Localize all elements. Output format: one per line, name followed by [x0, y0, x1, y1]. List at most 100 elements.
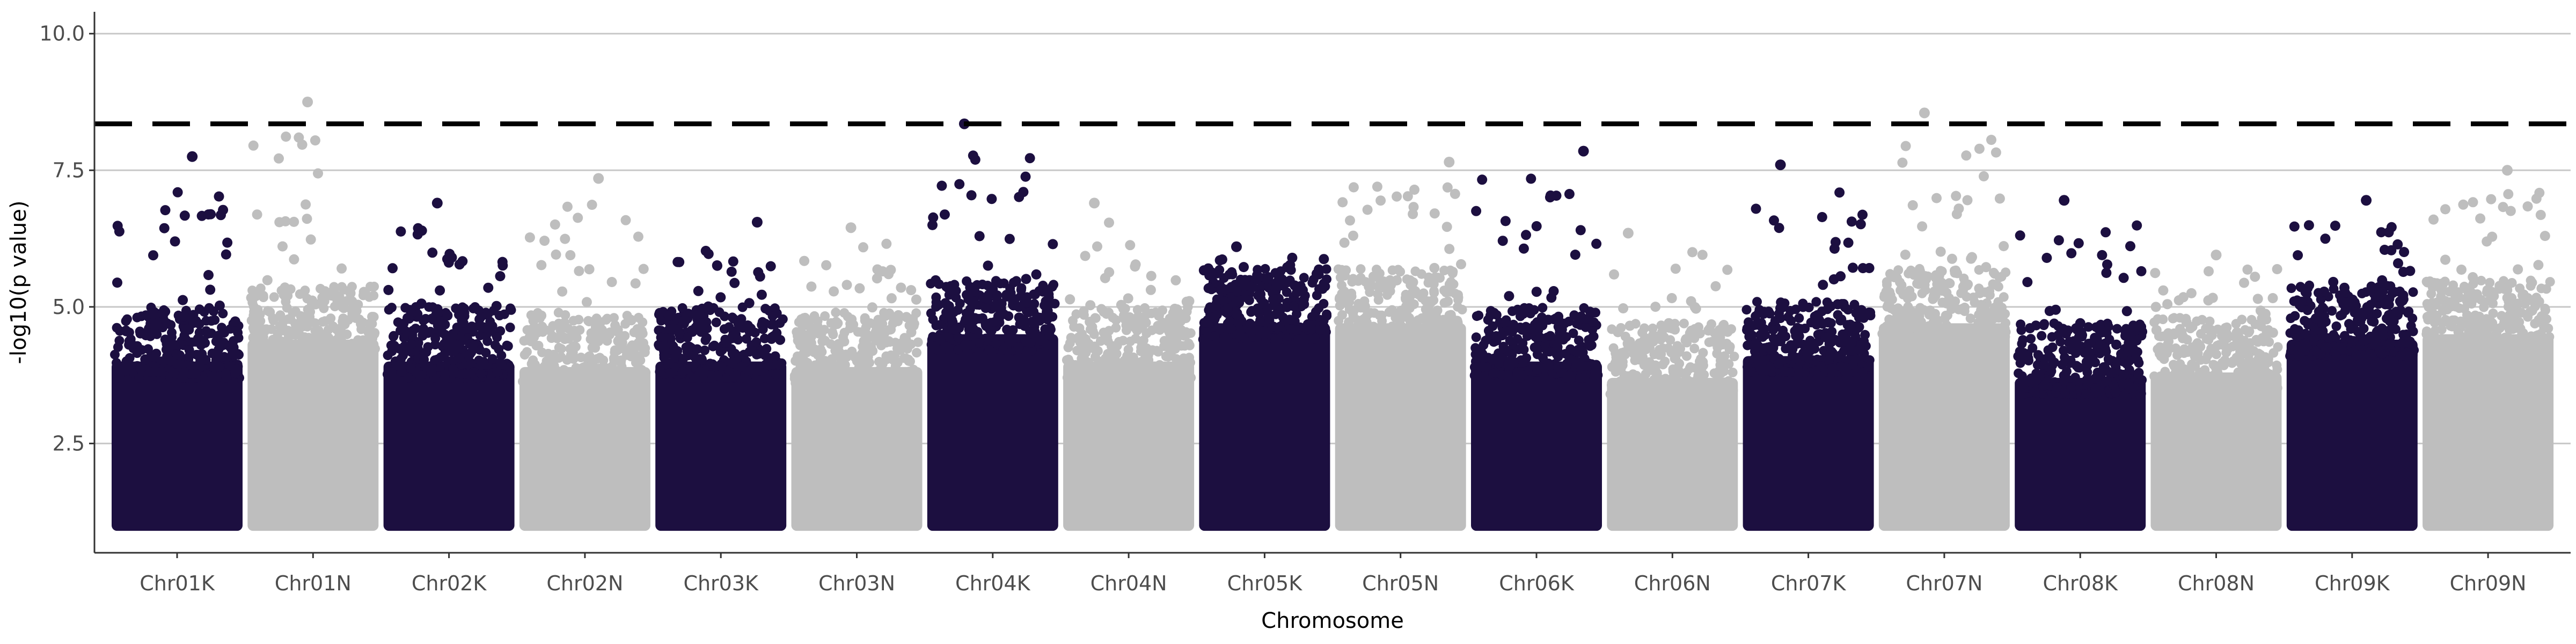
data-point — [751, 337, 762, 347]
data-point — [112, 358, 121, 368]
data-point — [207, 348, 217, 358]
data-point — [190, 336, 200, 347]
data-point — [273, 329, 283, 339]
data-point — [1744, 317, 1753, 327]
data-point — [397, 367, 407, 377]
data-point — [2125, 241, 2135, 252]
data-point — [1994, 306, 2004, 316]
data-point — [132, 312, 142, 323]
data-point — [848, 350, 858, 360]
data-point — [1315, 325, 1325, 335]
data-point — [794, 336, 804, 347]
data-point — [1962, 195, 1973, 206]
point-cloud — [1199, 323, 1330, 531]
data-point — [1574, 347, 1584, 357]
data-point — [2252, 294, 2263, 304]
data-point — [191, 317, 201, 327]
chromosome-Chr08N — [2149, 250, 2283, 531]
data-point — [659, 353, 669, 363]
data-point — [1978, 322, 1988, 332]
data-point — [810, 378, 821, 388]
data-point — [1172, 323, 1182, 332]
data-point — [2033, 350, 2043, 360]
data-point — [559, 332, 569, 342]
data-point — [2094, 321, 2105, 332]
data-point — [2320, 233, 2331, 244]
data-point — [1994, 193, 2005, 204]
data-point — [440, 372, 450, 382]
data-point — [1624, 320, 1635, 331]
data-point — [454, 259, 465, 270]
data-point — [1289, 302, 1299, 312]
data-point — [697, 355, 707, 365]
data-point — [1353, 276, 1363, 286]
point-cloud — [519, 367, 650, 531]
point-cloud — [2015, 378, 2146, 531]
data-point — [712, 260, 722, 271]
data-point — [817, 336, 828, 347]
point-cloud — [383, 361, 515, 531]
data-point — [1309, 333, 1320, 343]
data-point — [162, 318, 172, 328]
data-point — [2298, 339, 2308, 349]
data-point — [149, 321, 159, 331]
data-point — [581, 297, 592, 308]
data-point — [322, 347, 332, 357]
data-point — [1111, 323, 1121, 333]
data-point — [2329, 330, 2339, 340]
data-point — [2357, 336, 2367, 346]
data-point — [667, 341, 677, 351]
data-point — [2022, 277, 2033, 288]
data-point — [638, 264, 649, 274]
data-point — [2090, 383, 2101, 393]
data-point — [994, 300, 1004, 310]
data-point — [1741, 305, 1752, 315]
data-point — [2296, 296, 2307, 306]
data-point — [1410, 286, 1421, 296]
data-point — [715, 347, 726, 357]
data-point — [2314, 306, 2324, 317]
data-point — [2213, 324, 2223, 334]
data-point — [1136, 346, 1146, 356]
data-point — [620, 215, 631, 225]
data-point — [885, 265, 896, 275]
data-point — [2267, 293, 2278, 303]
data-point — [2016, 319, 2026, 330]
data-point — [365, 318, 375, 328]
data-point — [689, 373, 699, 383]
data-point — [1776, 331, 1787, 341]
data-point — [1935, 246, 1946, 257]
data-point — [2017, 371, 2027, 381]
data-point — [179, 311, 189, 321]
data-point — [760, 373, 770, 383]
data-point — [1477, 352, 1488, 362]
data-point — [1856, 305, 1867, 316]
data-point — [218, 309, 228, 319]
data-point — [867, 302, 877, 313]
data-point — [550, 219, 560, 230]
data-point — [700, 345, 709, 355]
data-point — [1897, 157, 1908, 168]
data-point — [443, 339, 453, 349]
data-point — [576, 353, 586, 362]
data-point — [992, 290, 1002, 301]
data-point — [879, 328, 890, 339]
data-point — [832, 319, 843, 329]
data-point — [263, 306, 273, 316]
data-point — [121, 325, 131, 335]
data-point — [2379, 331, 2389, 341]
data-point — [1254, 272, 1264, 283]
data-point — [1360, 313, 1370, 324]
data-point — [998, 345, 1008, 355]
data-point — [369, 281, 379, 291]
data-point — [398, 321, 407, 331]
data-point — [881, 351, 891, 361]
data-point — [326, 313, 336, 324]
data-point — [1392, 191, 1402, 202]
data-point — [1008, 325, 1018, 335]
data-point — [2220, 341, 2230, 351]
data-point — [635, 355, 646, 365]
data-point — [1937, 297, 1948, 308]
data-point — [505, 323, 515, 333]
data-point — [2243, 350, 2253, 361]
